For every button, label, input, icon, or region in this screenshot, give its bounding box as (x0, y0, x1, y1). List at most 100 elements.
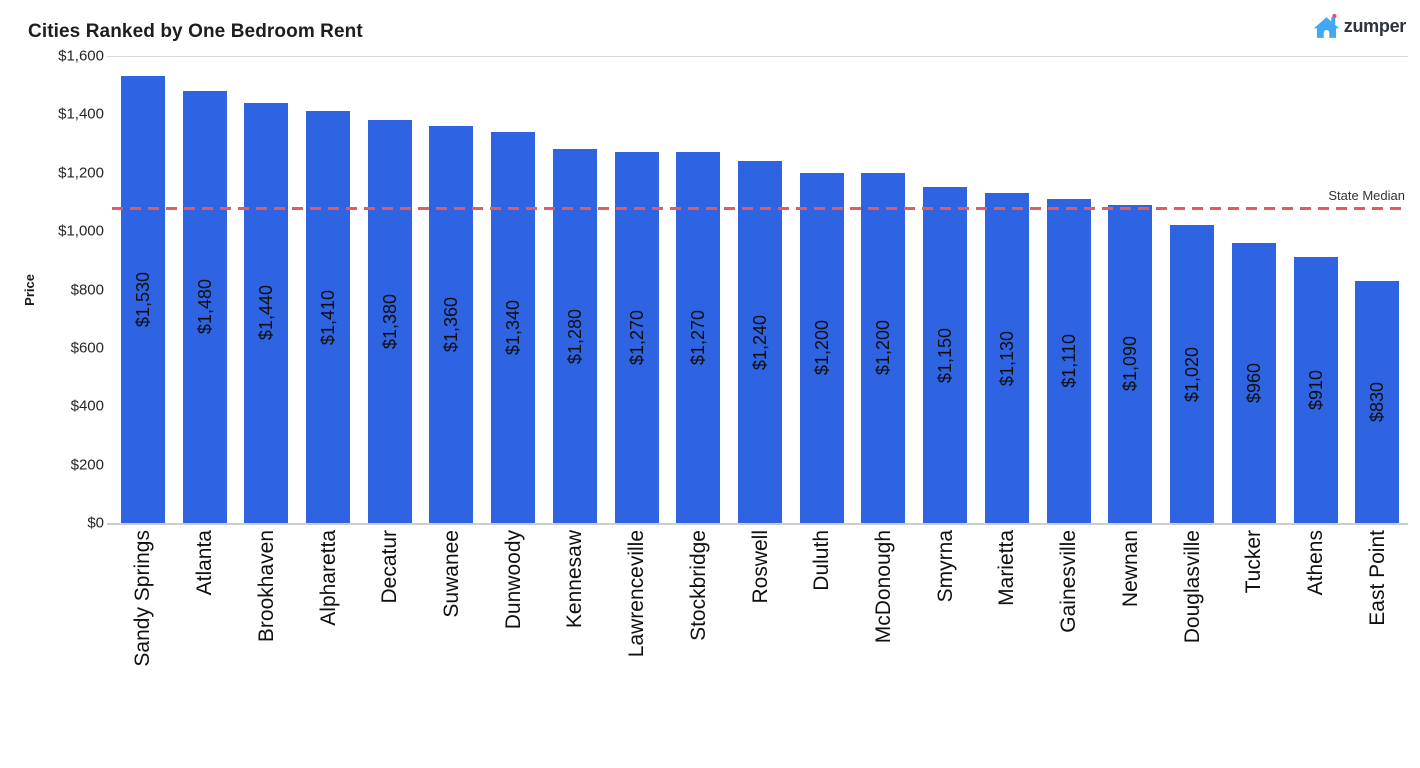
bar-slot: $1,360 (421, 56, 483, 523)
bar-value-label: $1,150 (935, 327, 956, 383)
bar-slot: $1,150 (914, 56, 976, 523)
x-slot: Alpharetta (297, 530, 359, 750)
bar-slot: $1,240 (729, 56, 791, 523)
bar-value-label: $1,200 (873, 320, 894, 376)
y-tick-label: $600 (70, 339, 104, 357)
bar-value-label: $1,130 (996, 330, 1017, 386)
y-tick-label: $200 (70, 456, 104, 474)
x-slot: East Point (1346, 530, 1408, 750)
y-axis: $0 $200 $400 $600 $800 $1,000 $1,200 $1,400 $1,6… (0, 48, 104, 532)
bar-slot: $1,270 (667, 56, 729, 523)
x-slot: Smyrna (914, 530, 976, 750)
bar-slot: $1,090 (1100, 56, 1162, 523)
x-slot: Athens (1285, 530, 1347, 750)
x-slot: Decatur (359, 530, 421, 750)
y-tick-label: $0 (87, 514, 104, 532)
x-tick-label: Suwanee (439, 530, 463, 618)
chart-title: Cities Ranked by One Bedroom Rent (28, 21, 363, 42)
state-median-label: State Median (1328, 187, 1405, 203)
x-slot: Roswell (729, 530, 791, 750)
bar: $830 (1355, 280, 1400, 523)
y-tick-label: $1,000 (58, 222, 104, 240)
zumper-logo: zumper (1313, 13, 1406, 39)
plot-area: $1,530 $1,480 $1,440 $1,410 $1,380 $1,360 $1,3… (107, 56, 1408, 525)
x-slot: Atlanta (174, 530, 236, 750)
x-slot: Dunwoody (482, 530, 544, 750)
bar-slot: $1,530 (112, 56, 174, 523)
x-axis-line (107, 523, 1408, 525)
bar-value-label: $1,280 (564, 308, 585, 364)
bar-slot: $1,270 (606, 56, 668, 523)
x-tick-label: Sandy Springs (131, 530, 155, 667)
x-slot: Lawrenceville (606, 530, 668, 750)
x-slot: Gainesville (1038, 530, 1100, 750)
bar: $1,360 (429, 126, 474, 523)
bar-slot: $1,110 (1038, 56, 1100, 523)
x-tick-label: Decatur (378, 530, 402, 604)
x-tick-label: Stockbridge (686, 530, 710, 641)
bar-value-label: $1,020 (1182, 346, 1203, 402)
bar-slot: $1,020 (1161, 56, 1223, 523)
x-tick-label: Roswell (748, 530, 772, 604)
bar-value-label: $1,380 (379, 294, 400, 350)
bar-value-label: $1,270 (626, 310, 647, 366)
x-slot: Tucker (1223, 530, 1285, 750)
bar-value-label: $1,530 (132, 272, 153, 328)
bar-value-label: $1,340 (503, 299, 524, 355)
y-tick-label: $400 (70, 397, 104, 415)
bar: $1,340 (491, 131, 536, 523)
bar: $1,130 (984, 193, 1029, 523)
bar-slot: $1,380 (359, 56, 421, 523)
x-tick-label: Tucker (1242, 530, 1266, 594)
x-tick-label: Lawrenceville (625, 530, 649, 658)
bar: $1,530 (120, 76, 165, 523)
x-tick-label: Douglasville (1180, 530, 1204, 644)
bar: $1,270 (614, 152, 659, 523)
bar-slot: $1,440 (235, 56, 297, 523)
x-tick-label: McDonough (871, 530, 895, 644)
bar: $1,150 (923, 187, 968, 523)
y-tick-label: $800 (70, 281, 104, 298)
x-tick-label: East Point (1365, 530, 1389, 626)
bar: $1,480 (182, 91, 227, 523)
x-tick-label: Alpharetta (316, 530, 340, 626)
y-tick-label: $1,600 (58, 47, 104, 65)
plot-top-border (107, 56, 1408, 57)
bar-slot: $1,410 (297, 56, 359, 523)
bar-slot: $1,480 (174, 56, 236, 523)
x-slot: McDonough (853, 530, 915, 750)
x-tick-label: Kennesaw (563, 530, 587, 629)
bar-value-label: $960 (1243, 362, 1264, 403)
x-slot: Suwanee (421, 530, 483, 750)
bar-value-label: $910 (1305, 370, 1326, 411)
bar-value-label: $1,110 (1058, 334, 1079, 388)
bar: $1,410 (306, 111, 351, 523)
bar: $1,440 (244, 102, 289, 523)
bar-slot: $1,200 (853, 56, 915, 523)
x-tick-label: Atlanta (193, 530, 217, 596)
bar: $910 (1293, 257, 1338, 523)
zumper-house-icon (1313, 13, 1339, 38)
y-tick-label: $1,400 (58, 105, 104, 123)
zumper-logo-text: zumper (1343, 15, 1407, 36)
x-slot: Sandy Springs (112, 530, 174, 750)
bar-value-label: $1,410 (318, 289, 339, 345)
bar-slot: $1,280 (544, 56, 606, 523)
bar: $1,280 (552, 149, 597, 523)
x-tick-label: Brookhaven (254, 530, 278, 643)
x-tick-label: Smyrna (933, 530, 957, 603)
x-tick-label: Newnan (1118, 530, 1142, 608)
x-slot: Brookhaven (235, 530, 297, 750)
x-slot: Newnan (1100, 530, 1162, 750)
x-slot: Kennesaw (544, 530, 606, 750)
x-slot: Douglasville (1161, 530, 1223, 750)
bar-slot: $960 (1223, 56, 1285, 523)
bar-value-label: $1,360 (441, 297, 462, 353)
bar-slot: $830 (1346, 56, 1408, 523)
x-tick-label: Gainesville (1057, 530, 1081, 633)
bar-value-label: $1,200 (811, 320, 832, 376)
x-slot: Duluth (791, 530, 853, 750)
x-slot: Marietta (976, 530, 1038, 750)
bar: $1,110 (1046, 199, 1091, 523)
bars-container: $1,530 $1,480 $1,440 $1,410 $1,380 $1,360 $1,3… (112, 56, 1408, 523)
